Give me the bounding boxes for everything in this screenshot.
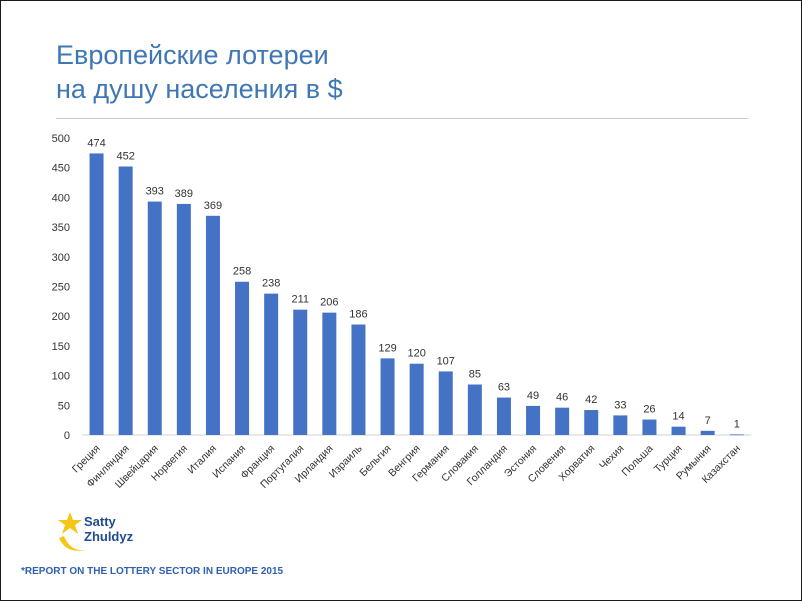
bar xyxy=(526,405,541,435)
data-label: 120 xyxy=(407,348,425,360)
bar xyxy=(235,281,250,435)
data-label: 369 xyxy=(204,200,222,212)
y-axis-ticks: 0 50 100 150 200 250 300 350 400 450 500 xyxy=(52,133,70,442)
bar xyxy=(176,203,191,435)
star-logo-icon xyxy=(58,512,86,551)
logo-line-1: Satty xyxy=(84,514,116,529)
data-labels: 474 452 393 389 369 258 238 211 206 186 129 120 107 8… xyxy=(87,137,739,430)
logo-text: Satty Zhuldyz xyxy=(84,514,133,544)
y-tick-label: 100 xyxy=(52,371,70,383)
bar xyxy=(700,430,715,435)
logo-line-2: Zhuldyz xyxy=(84,529,134,544)
y-tick-label: 250 xyxy=(52,282,70,294)
title-line-1: Европейские лотереи xyxy=(56,40,329,70)
bar xyxy=(380,358,395,435)
data-label: 107 xyxy=(437,355,455,367)
bar xyxy=(351,324,366,435)
bar xyxy=(205,215,220,435)
data-label: 389 xyxy=(175,188,193,200)
data-label: 474 xyxy=(87,137,105,149)
bar xyxy=(147,201,162,435)
bar xyxy=(671,426,686,435)
chart-title: Европейские лотереи на душу населения в … xyxy=(56,38,343,106)
data-label: 7 xyxy=(705,415,711,427)
data-label: 46 xyxy=(556,392,568,404)
data-label: 63 xyxy=(498,382,510,394)
bar xyxy=(89,153,104,435)
y-tick-label: 450 xyxy=(52,163,70,175)
bars xyxy=(89,153,744,436)
bar xyxy=(467,384,482,435)
y-tick-label: 150 xyxy=(52,341,70,353)
x-tick-label: Израиль xyxy=(327,442,365,480)
data-label: 49 xyxy=(527,390,539,402)
y-tick-label: 0 xyxy=(64,430,70,442)
bar xyxy=(555,407,570,435)
y-tick-label: 50 xyxy=(58,400,70,412)
bar xyxy=(293,309,308,435)
data-label: 452 xyxy=(116,151,134,163)
y-tick-label: 500 xyxy=(52,133,70,145)
y-tick-label: 350 xyxy=(52,222,70,234)
bar xyxy=(322,312,337,435)
bar xyxy=(409,363,424,435)
data-label: 206 xyxy=(320,297,338,309)
title-divider xyxy=(56,118,748,119)
bar xyxy=(729,434,744,436)
bar xyxy=(613,415,628,435)
data-label: 238 xyxy=(262,278,280,290)
data-label: 186 xyxy=(349,309,367,321)
data-label: 258 xyxy=(233,266,251,278)
data-label: 211 xyxy=(291,294,309,306)
bar xyxy=(496,397,511,435)
data-label: 129 xyxy=(378,342,396,354)
bar xyxy=(642,419,657,435)
x-tick-label: Польша xyxy=(619,443,655,479)
data-label: 26 xyxy=(643,404,655,416)
x-axis-categories: ГрецияФинляндияШвейцарияНорвегияИталияИс… xyxy=(70,442,743,491)
y-tick-label: 300 xyxy=(52,252,70,264)
bar xyxy=(264,293,279,435)
bar xyxy=(584,410,599,435)
y-tick-label: 400 xyxy=(52,192,70,204)
data-label: 33 xyxy=(614,399,626,411)
bar xyxy=(438,371,453,435)
data-label: 393 xyxy=(146,186,164,198)
data-label: 42 xyxy=(585,394,597,406)
title-line-2: на душу населения в $ xyxy=(56,74,343,104)
data-label: 85 xyxy=(469,369,481,381)
company-logo: Satty Zhuldyz xyxy=(56,510,166,560)
data-label: 14 xyxy=(672,411,684,423)
y-tick-label: 200 xyxy=(52,311,70,323)
data-label: 1 xyxy=(734,418,740,430)
bar xyxy=(118,166,133,435)
source-note: *REPORT ON THE LOTTERY SECTOR IN EUROPE … xyxy=(21,566,284,577)
